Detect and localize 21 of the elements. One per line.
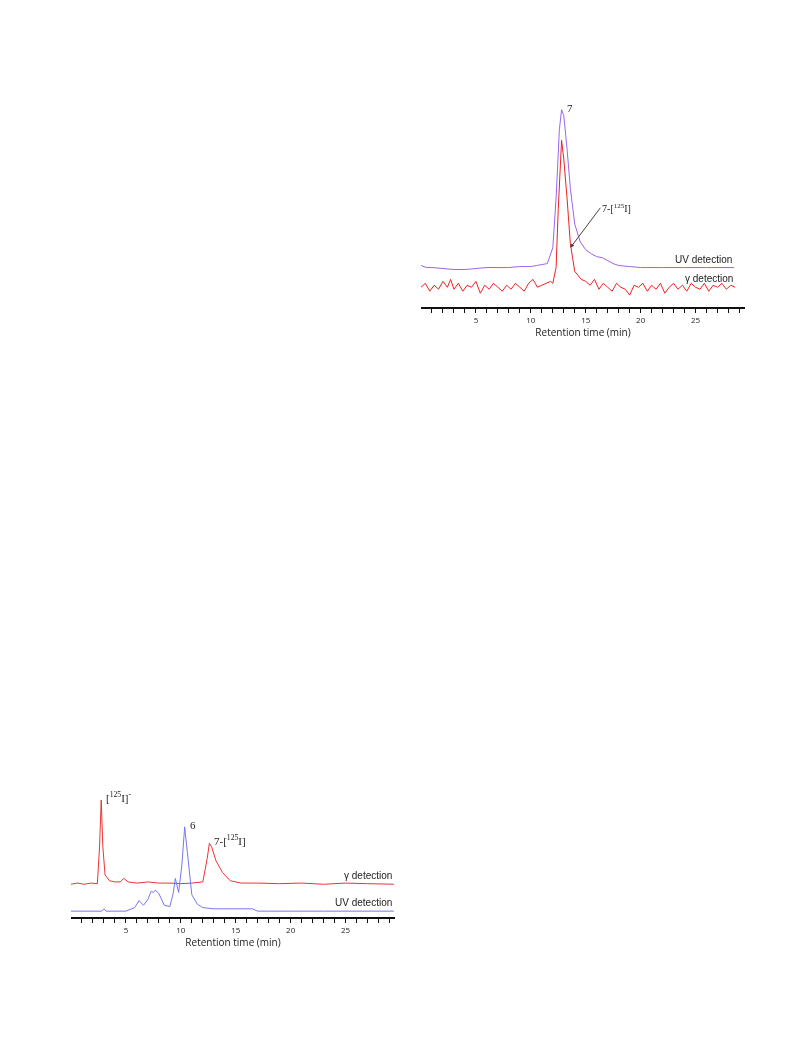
x-axis-title: Retention time (min) [185, 934, 281, 949]
x-tick-label: 20 [636, 313, 646, 325]
series-label: UV detection [335, 897, 393, 908]
x-axis-title: Retention time (min) [535, 324, 631, 339]
x-tick-label: 15 [231, 923, 241, 935]
annotation: 6 [190, 819, 196, 831]
annotation: 7-[$^{125}$I] [602, 202, 631, 215]
x-tick-label: 25 [341, 923, 351, 935]
x-tick-label: 5 [473, 313, 479, 325]
series-label: γ detection [685, 273, 734, 284]
x-tick-label: 10 [526, 313, 536, 325]
series-label: UV detection [675, 254, 733, 265]
x-tick-label: 5 [123, 923, 129, 935]
x-tick-label: 10 [176, 923, 186, 935]
x-tick-label: 20 [286, 923, 296, 935]
series-label: γ detection [344, 870, 393, 881]
annotation: [$^{125}$I]$^{-}$ [106, 790, 132, 804]
x-tick-label: 15 [581, 313, 591, 325]
annotation: 7-[$^{125}$I] [214, 833, 246, 847]
annotation: 7 [567, 102, 573, 114]
x-tick-label: 25 [691, 313, 701, 325]
